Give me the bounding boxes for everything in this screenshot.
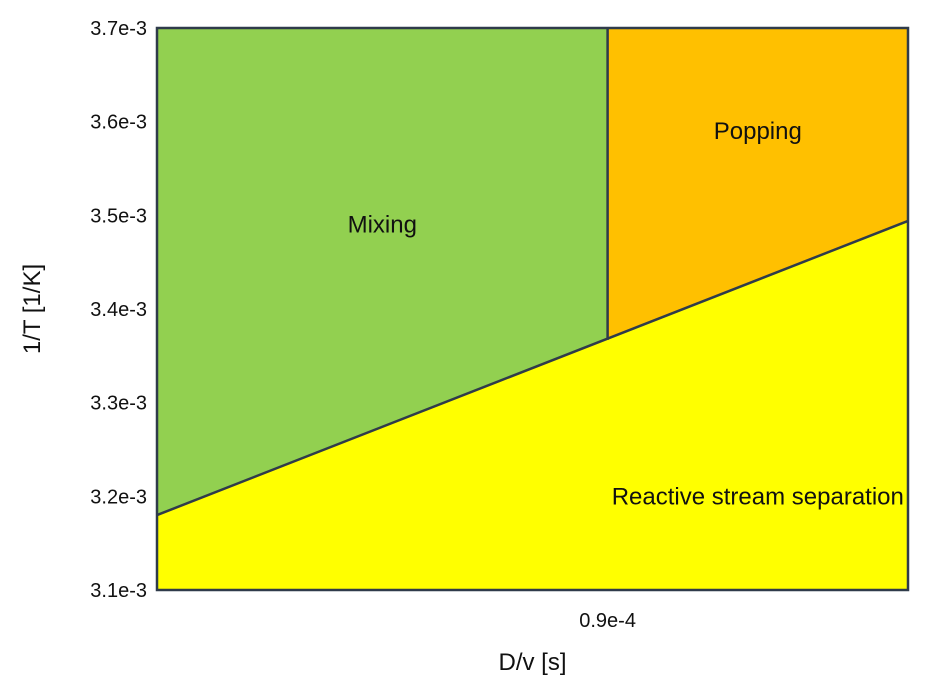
region-labels-layer: Mixing Popping Reactive stream separation (348, 118, 904, 510)
y-tick-label: 3.5e-3 (90, 205, 147, 227)
y-tick-label: 3.2e-3 (90, 486, 147, 508)
y-axis-label: 1/T [1/K] (19, 264, 46, 354)
x-tick-label: 0.9e-4 (579, 610, 636, 632)
regions-layer (157, 28, 908, 590)
x-axis-ticks: 0.9e-4 (579, 610, 636, 632)
region-popping (607, 28, 908, 340)
y-tick-label: 3.4e-3 (90, 299, 147, 321)
y-tick-label: 3.7e-3 (90, 18, 147, 40)
region-reactive-stream-separation (157, 220, 908, 590)
y-tick-label: 3.6e-3 (90, 112, 147, 134)
y-tick-label: 3.3e-3 (90, 393, 147, 415)
region-mixing (157, 28, 608, 516)
region-label-reactive-stream-separation: Reactive stream separation (612, 483, 904, 510)
x-axis-label: D/v [s] (498, 649, 566, 676)
boundaries-layer (156, 28, 909, 517)
region-label-mixing: Mixing (348, 212, 417, 239)
diagonal-boundary-line (156, 219, 909, 517)
y-tick-label: 3.1e-3 (90, 580, 147, 602)
region-label-popping: Popping (714, 118, 802, 145)
plot-frame (155, 26, 910, 592)
y-axis-ticks: 3.1e-3 3.2e-3 3.3e-3 3.4e-3 3.5e-3 3.6e-3 3.7e… (90, 18, 147, 602)
